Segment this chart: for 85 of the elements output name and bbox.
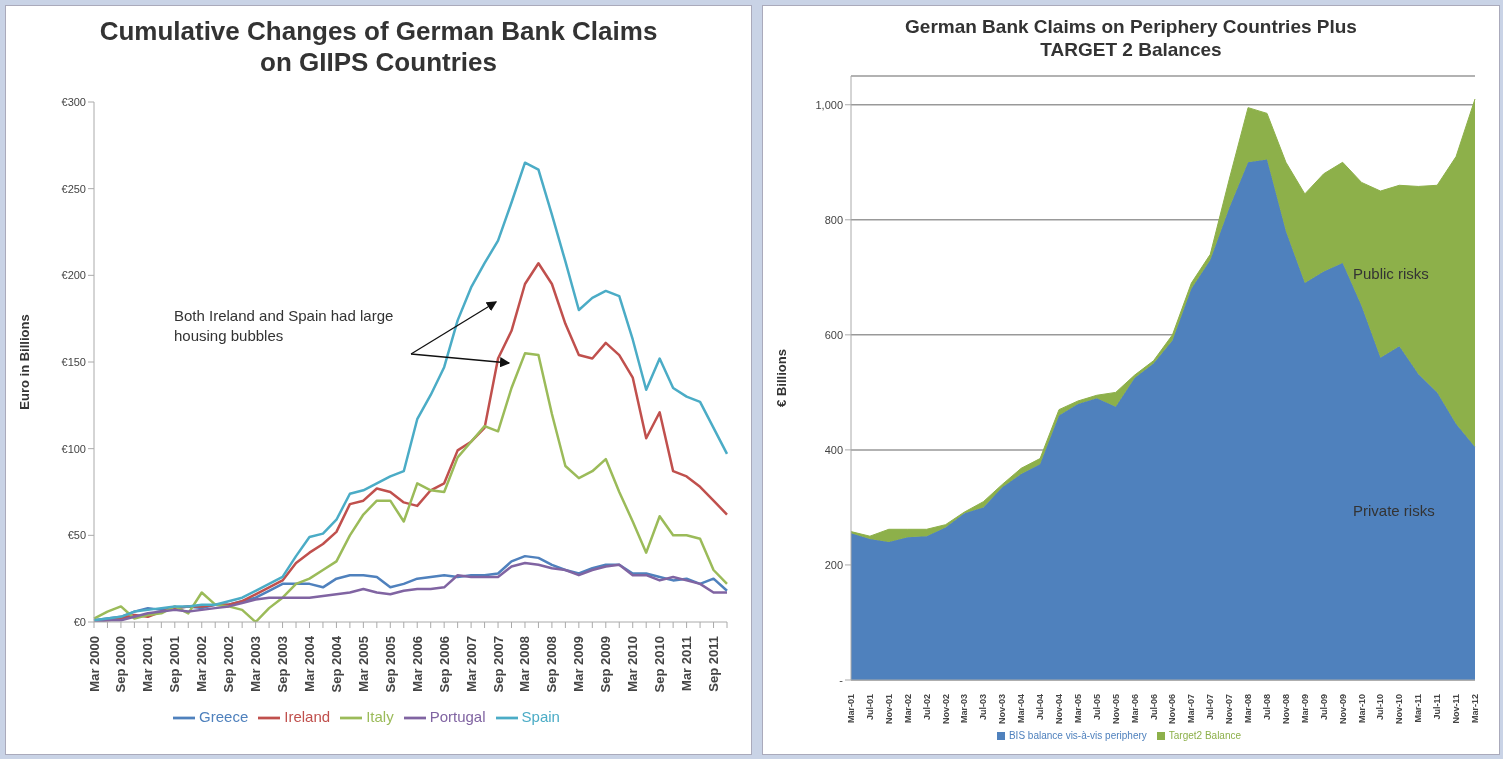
- x-tick-label: Mar-09: [1299, 693, 1310, 723]
- annotation: Public risks: [1353, 264, 1430, 284]
- y-tick-label: €100: [61, 442, 86, 455]
- legend-label: Portugal: [429, 708, 486, 726]
- x-tick-label: Sep 2008: [544, 636, 560, 693]
- x-tick-label: Jul-03: [978, 693, 989, 720]
- x-tick-label: Sep 2003: [275, 636, 291, 693]
- legend-label: Ireland: [284, 708, 331, 726]
- x-tick-label: Sep 2006: [436, 636, 452, 693]
- x-tick-label: Jul-05: [1091, 693, 1102, 720]
- y-axis-title: Euro in Billions: [16, 314, 32, 411]
- y-axis-title: € Billions: [773, 348, 789, 407]
- x-tick-label: Mar-07: [1186, 693, 1197, 723]
- y-tick-label: €300: [61, 96, 86, 109]
- x-tick-label: Mar 2009: [571, 636, 587, 693]
- x-tick-label: Sep 2011: [706, 636, 722, 693]
- x-tick-label: Mar-06: [1129, 693, 1140, 723]
- x-tick-label: Jul-01: [864, 693, 875, 720]
- x-tick-label: Mar-05: [1072, 693, 1083, 723]
- y-tick-label: 800: [824, 213, 843, 226]
- x-tick-label: Sep 2007: [490, 636, 506, 693]
- x-tick-label: Jul-10: [1375, 693, 1386, 720]
- x-tick-label: Nov-10: [1394, 693, 1405, 724]
- x-tick-label: Mar-01: [846, 693, 856, 723]
- x-tick-label: Nov-11: [1451, 693, 1462, 724]
- legend-label: Target2 Balance: [1168, 729, 1242, 741]
- y-tick-label: €150: [61, 356, 86, 369]
- x-tick-label: Jul-04: [1035, 693, 1046, 720]
- annotation: Both Ireland and Spain had large housing bubbles: [174, 306, 395, 345]
- x-tick-label: Mar-08: [1243, 693, 1254, 723]
- x-tick-label: Nov-06: [1167, 693, 1178, 724]
- x-tick-label: Mar 2002: [194, 636, 210, 693]
- x-tick-label: Mar 2000: [86, 636, 102, 693]
- x-tick-label: Nov-08: [1280, 693, 1291, 724]
- x-tick-label: Nov-04: [1054, 693, 1064, 724]
- x-tick-label: Jul-08: [1262, 693, 1272, 720]
- x-tick-label: Mar-12: [1470, 693, 1480, 723]
- x-tick-label: Mar-11: [1413, 693, 1424, 723]
- x-tick-label: Mar 2006: [409, 636, 425, 693]
- x-tick-label: Nov-01: [883, 693, 894, 724]
- legend-label: Italy: [366, 708, 394, 726]
- x-tick-label: Mar-03: [959, 693, 970, 723]
- x-tick-label: Nov-07: [1224, 693, 1235, 724]
- x-tick-label: Nov-09: [1337, 693, 1348, 724]
- x-tick-label: Jul-06: [1148, 693, 1159, 720]
- legend-label: Greece: [199, 708, 249, 726]
- x-tick-label: Mar-02: [902, 693, 913, 723]
- x-tick-label: Mar 2005: [355, 636, 371, 693]
- x-tick-label: Sep 2001: [167, 636, 183, 693]
- y-tick-label: 200: [824, 558, 843, 571]
- x-tick-label: Mar 2004: [301, 635, 317, 693]
- x-tick-label: Mar-10: [1356, 693, 1367, 723]
- y-tick-label: 1,000: [815, 98, 843, 111]
- x-tick-label: Mar 2010: [625, 636, 641, 693]
- x-tick-label: Mar-04: [1016, 693, 1027, 723]
- y-tick-label: 600: [824, 328, 843, 341]
- annotation: Private risks: [1353, 501, 1436, 521]
- x-tick-label: Jul-02: [921, 693, 932, 720]
- x-tick-label: Jul-09: [1318, 693, 1329, 720]
- x-tick-label: Mar 2001: [140, 636, 156, 693]
- x-tick-label: Mar 2008: [517, 636, 533, 693]
- chart-title: Cumulative Changes of German Bank Claims on GIIPS Countries: [98, 16, 659, 79]
- x-tick-label: Sep 2004: [328, 635, 344, 693]
- x-tick-label: Sep 2010: [652, 636, 668, 693]
- y-tick-label: €250: [61, 182, 86, 195]
- x-tick-label: Nov-03: [997, 693, 1008, 724]
- legend-label: Spain: [521, 708, 560, 726]
- x-tick-label: Sep 2002: [221, 636, 237, 693]
- y-tick-label: 400: [824, 443, 843, 456]
- x-tick-label: Nov-02: [940, 693, 951, 724]
- x-tick-label: Sep 2005: [382, 636, 398, 693]
- x-tick-label: Mar 2007: [463, 636, 479, 693]
- legend-label: BIS balance vis-à-vis periphery: [1008, 729, 1147, 741]
- x-tick-label: Mar 2011: [679, 636, 695, 692]
- y-tick-label: -: [839, 673, 844, 686]
- x-tick-label: Sep 2000: [113, 636, 129, 693]
- x-tick-label: Jul-11: [1432, 693, 1443, 720]
- x-tick-label: Mar 2003: [248, 636, 264, 693]
- x-tick-label: Sep 2009: [598, 636, 614, 693]
- x-tick-label: Jul-07: [1205, 693, 1216, 720]
- y-tick-label: €50: [67, 529, 86, 542]
- y-tick-label: €0: [73, 616, 86, 629]
- chart-title: German Bank Claims on Periphery Countries Plus TARGET 2 Balances: [904, 16, 1358, 62]
- x-tick-label: Nov-05: [1110, 693, 1121, 724]
- y-tick-label: €200: [61, 269, 86, 282]
